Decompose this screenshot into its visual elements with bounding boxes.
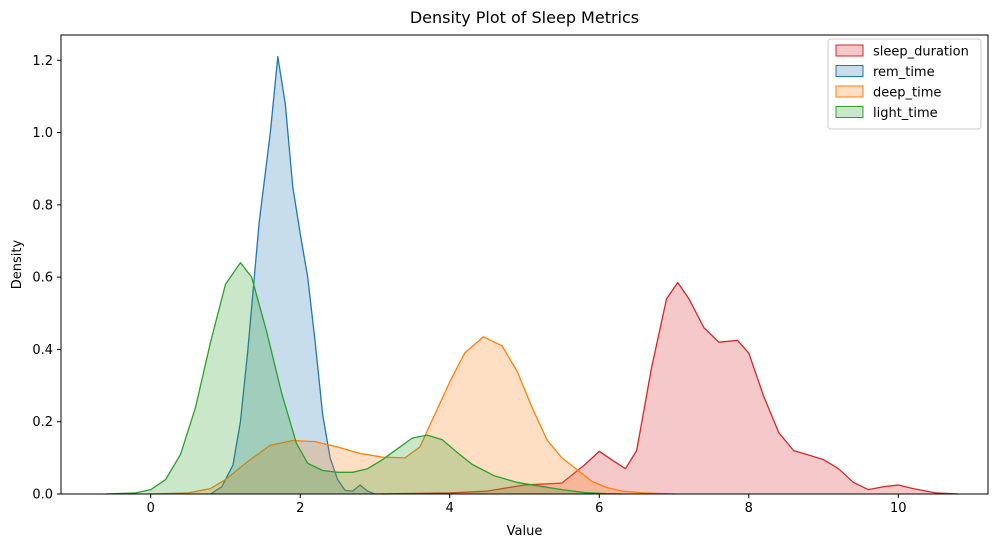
y-tick-label: 0.0	[32, 488, 53, 503]
series-area-rem_time	[210, 56, 375, 494]
x-axis: 0 2 4 6 8 10	[147, 494, 907, 516]
legend-label: deep_time	[873, 86, 941, 101]
y-tick-label: 0.8	[32, 198, 53, 213]
plot-frame	[60, 34, 989, 495]
series-line-rem_time	[210, 56, 376, 495]
legend: sleep_duration rem_time deep_time light_tim…	[827, 38, 982, 130]
x-tick-label: 0	[147, 501, 155, 516]
y-tick-label: 1.0	[32, 126, 53, 141]
series-line-light_time	[105, 262, 622, 495]
y-tick-label: 0.6	[32, 271, 53, 286]
x-tick-label: 10	[890, 501, 907, 516]
series-line-sleep_duration	[374, 281, 959, 495]
y-axis-title: Density	[10, 239, 25, 289]
y-axis: 0.0 0.2 0.4 0.6 0.8 1.0 1.2	[32, 54, 61, 503]
x-tick-label: 8	[745, 501, 753, 516]
chart-title: Density Plot of Sleep Metrics	[410, 8, 639, 27]
legend-box	[827, 38, 982, 130]
legend-label: light_time	[873, 106, 938, 121]
legend-swatch-light_time	[835, 106, 864, 118]
x-tick-label: 6	[595, 501, 603, 516]
series-layer	[105, 56, 959, 495]
series-line-deep_time	[150, 336, 675, 495]
legend-swatch-rem_time	[835, 65, 864, 77]
y-tick-label: 0.2	[32, 415, 53, 430]
series-area-light_time	[105, 262, 622, 494]
y-tick-label: 1.2	[32, 54, 53, 69]
x-axis-title: Value	[507, 524, 543, 539]
x-tick-label: 2	[296, 501, 304, 516]
legend-label: rem_time	[873, 65, 935, 80]
y-tick-label: 0.4	[32, 343, 53, 358]
legend-swatch-sleep_duration	[835, 44, 864, 57]
series-area-sleep_duration	[374, 282, 959, 494]
x-tick-label: 4	[446, 501, 454, 516]
series-area-deep_time	[150, 336, 675, 494]
legend-swatch-deep_time	[835, 85, 864, 98]
legend-label: sleep_duration	[873, 45, 969, 60]
